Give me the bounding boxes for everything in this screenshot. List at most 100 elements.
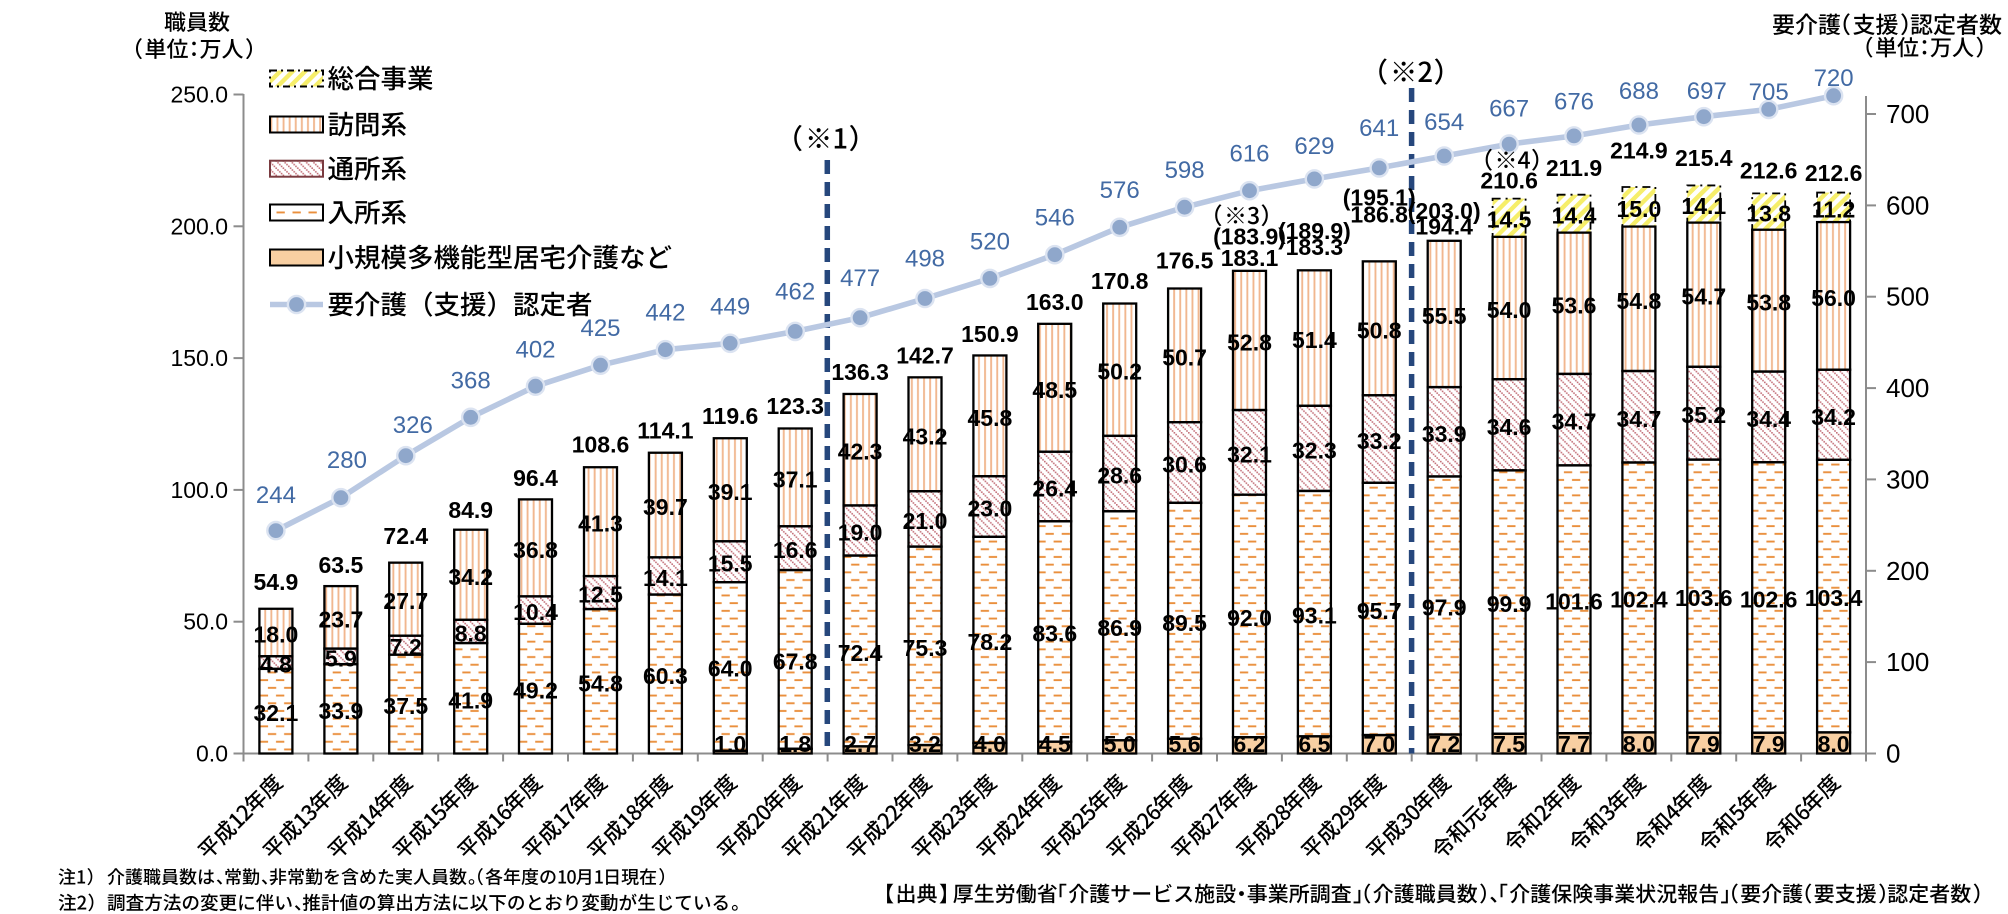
svg-text:26.4: 26.4 (1032, 476, 1077, 502)
svg-text:34.2: 34.2 (1811, 404, 1856, 430)
svg-text:78.2: 78.2 (968, 629, 1013, 655)
svg-text:34.2: 34.2 (448, 564, 493, 590)
svg-text:50.7: 50.7 (1162, 344, 1207, 370)
svg-text:97.9: 97.9 (1422, 595, 1467, 621)
svg-text:5.6: 5.6 (1169, 731, 1201, 757)
svg-text:14.1: 14.1 (1681, 193, 1726, 219)
svg-text:19.0: 19.0 (838, 520, 883, 546)
svg-text:6.5: 6.5 (1298, 731, 1330, 757)
svg-text:108.6: 108.6 (572, 432, 630, 458)
svg-text:0.0: 0.0 (196, 741, 228, 767)
svg-text:7.0: 7.0 (1363, 731, 1395, 757)
svg-text:54.8: 54.8 (1617, 288, 1662, 314)
svg-text:52.8: 52.8 (1227, 329, 1272, 355)
svg-text:50.8: 50.8 (1357, 317, 1402, 343)
svg-text:667: 667 (1489, 96, 1529, 123)
svg-text:13.8: 13.8 (1746, 201, 1791, 227)
svg-text:150.9: 150.9 (961, 321, 1019, 347)
svg-text:64.0: 64.0 (708, 656, 753, 682)
svg-text:442: 442 (645, 300, 685, 327)
svg-text:14.5: 14.5 (1487, 207, 1532, 233)
svg-text:43.2: 43.2 (903, 423, 948, 449)
svg-text:688: 688 (1619, 78, 1659, 105)
svg-text:34.4: 34.4 (1746, 406, 1791, 432)
svg-text:212.6: 212.6 (1740, 158, 1798, 184)
svg-text:500: 500 (1886, 282, 1929, 312)
svg-text:21.0: 21.0 (903, 508, 948, 534)
svg-text:600: 600 (1886, 190, 1929, 220)
svg-text:92.0: 92.0 (1227, 605, 1272, 631)
svg-text:11.2: 11.2 (1812, 196, 1856, 222)
svg-text:41.3: 41.3 (578, 511, 623, 537)
svg-text:45.8: 45.8 (968, 405, 1013, 431)
svg-text:84.9: 84.9 (448, 497, 493, 523)
svg-text:55.5: 55.5 (1422, 303, 1467, 329)
svg-text:400: 400 (1886, 373, 1929, 403)
svg-text:67.8: 67.8 (773, 648, 818, 674)
svg-text:14.1: 14.1 (643, 565, 688, 591)
svg-text:101.6: 101.6 (1545, 588, 1603, 614)
svg-text:462: 462 (775, 279, 815, 306)
svg-text:32.1: 32.1 (1227, 441, 1272, 467)
svg-text:6.2: 6.2 (1234, 731, 1266, 757)
svg-text:102.6: 102.6 (1740, 586, 1798, 612)
svg-text:89.5: 89.5 (1162, 610, 1207, 636)
svg-text:520: 520 (970, 228, 1010, 255)
svg-text:7.2: 7.2 (1428, 731, 1460, 757)
svg-text:250.0: 250.0 (170, 82, 228, 108)
svg-text:49.2: 49.2 (513, 678, 558, 704)
svg-text:7.2: 7.2 (390, 634, 422, 660)
svg-text:280: 280 (327, 447, 367, 474)
svg-text:50.2: 50.2 (1097, 359, 1142, 385)
svg-text:211.9: 211.9 (1546, 155, 1602, 181)
svg-text:53.6: 53.6 (1552, 292, 1597, 318)
svg-text:33.9: 33.9 (319, 698, 364, 724)
svg-text:54.0: 54.0 (1487, 297, 1532, 323)
svg-text:103.4: 103.4 (1805, 585, 1863, 611)
svg-text:93.1: 93.1 (1292, 603, 1337, 629)
svg-text:72.4: 72.4 (838, 640, 883, 666)
svg-text:326: 326 (393, 412, 433, 439)
svg-text:163.0: 163.0 (1026, 289, 1084, 315)
svg-text:498: 498 (905, 245, 945, 272)
svg-text:3.2: 3.2 (909, 731, 941, 757)
svg-text:142.7: 142.7 (896, 343, 954, 369)
svg-text:15.5: 15.5 (708, 551, 753, 577)
svg-text:51.4: 51.4 (1292, 327, 1337, 353)
svg-text:48.5: 48.5 (1032, 377, 1077, 403)
svg-text:54.7: 54.7 (1681, 284, 1726, 310)
svg-text:39.7: 39.7 (643, 494, 688, 520)
svg-text:34.6: 34.6 (1487, 414, 1532, 440)
svg-text:4.0: 4.0 (974, 731, 1006, 757)
svg-text:18.0: 18.0 (254, 622, 299, 648)
svg-text:5.0: 5.0 (1104, 731, 1136, 757)
svg-text:10.4: 10.4 (513, 599, 558, 625)
svg-text:23.7: 23.7 (319, 606, 364, 632)
svg-text:119.6: 119.6 (702, 403, 758, 429)
svg-text:402: 402 (515, 336, 555, 363)
svg-text:215.4: 215.4 (1675, 145, 1733, 171)
svg-text:95.7: 95.7 (1357, 598, 1402, 624)
svg-text:60.3: 60.3 (643, 663, 688, 689)
svg-text:41.9: 41.9 (448, 687, 493, 713)
svg-text:(195.1): (195.1) (1343, 185, 1416, 211)
svg-text:7.9: 7.9 (1688, 731, 1720, 757)
svg-text:42.3: 42.3 (838, 439, 883, 465)
svg-text:244: 244 (256, 482, 296, 509)
svg-text:705: 705 (1749, 79, 1789, 106)
svg-text:7.9: 7.9 (1753, 731, 1785, 757)
svg-text:598: 598 (1165, 157, 1205, 184)
svg-text:7.5: 7.5 (1493, 731, 1525, 757)
svg-text:100.0: 100.0 (170, 477, 228, 503)
svg-text:720: 720 (1814, 65, 1854, 92)
svg-text:34.7: 34.7 (1617, 406, 1662, 432)
svg-text:54.8: 54.8 (578, 670, 623, 696)
svg-text:449: 449 (710, 293, 750, 320)
svg-text:1.0: 1.0 (714, 731, 746, 757)
svg-text:183.1: 183.1 (1221, 245, 1279, 271)
svg-text:2.7: 2.7 (844, 731, 876, 757)
svg-text:14.4: 14.4 (1552, 203, 1597, 229)
svg-text:425: 425 (580, 315, 620, 342)
svg-text:114.1: 114.1 (637, 418, 693, 444)
svg-text:8.8: 8.8 (455, 621, 487, 647)
